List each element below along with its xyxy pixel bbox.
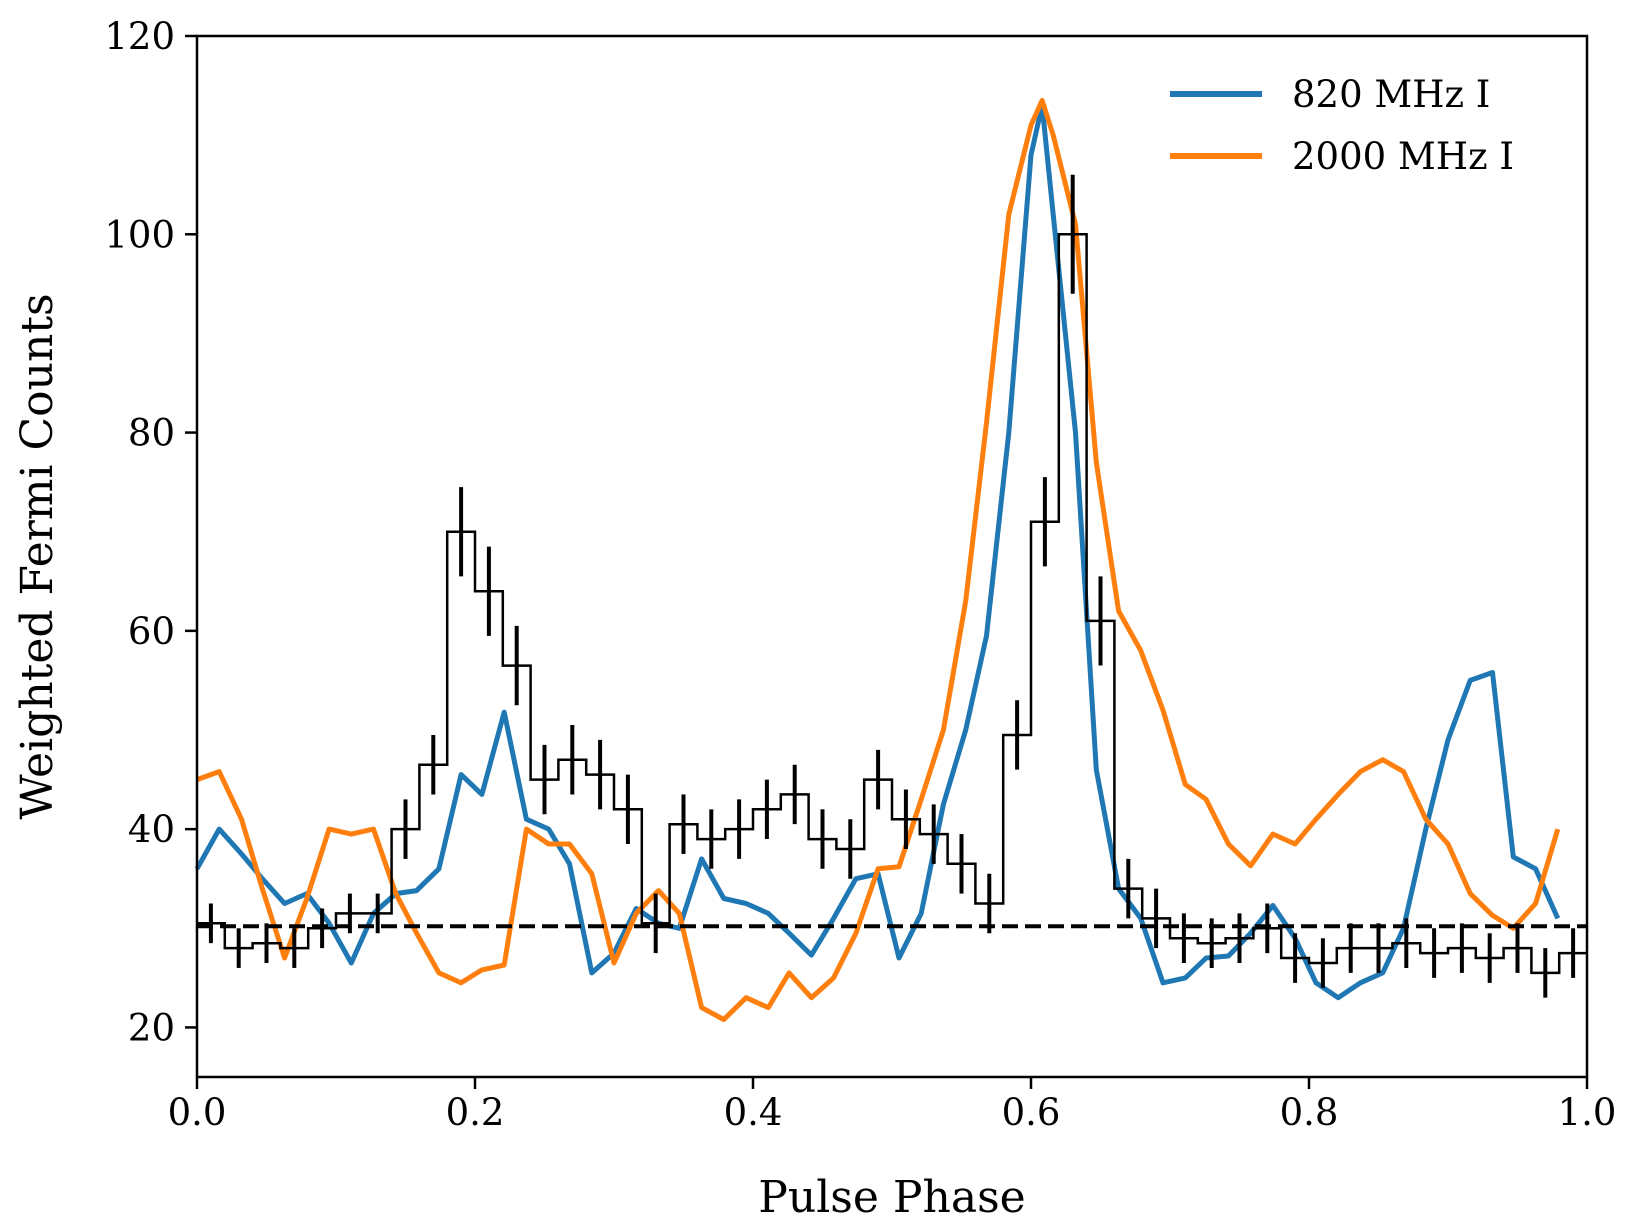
y-tick-label-4: 100 (104, 213, 175, 256)
y-axis-label: Weighted Fermi Counts (12, 293, 63, 819)
x-tick-label-4: 0.8 (1280, 1091, 1339, 1134)
series-line-0 (194, 102, 1561, 1001)
legend-label-1: 2000 MHz I (1292, 135, 1514, 178)
series-line-1 (196, 97, 1561, 1022)
x-tick-label-1: 0.2 (446, 1091, 505, 1134)
x-tick-label-5: 1.0 (1558, 1091, 1617, 1134)
y-tick-label-1: 40 (128, 808, 175, 851)
histogram-step (197, 233, 1587, 975)
x-axis-label: Pulse Phase (758, 1172, 1025, 1220)
y-tick-label-2: 60 (128, 610, 175, 653)
y-tick-label-5: 120 (104, 15, 175, 58)
x-tick-label-3: 0.6 (1002, 1091, 1061, 1134)
x-tick-label-2: 0.4 (724, 1091, 783, 1134)
legend: 820 MHz I 2000 MHz I (1170, 73, 1514, 178)
y-tick-label-0: 20 (128, 1006, 175, 1049)
histogram-layer (197, 174, 1587, 998)
legend-label-0: 820 MHz I (1292, 73, 1490, 116)
y-tick-label-3: 80 (128, 412, 175, 455)
series-layer (194, 97, 1561, 1022)
x-tick-label-0: 0.0 (168, 1091, 227, 1134)
axes-layer: 0.0 0.2 0.4 0.6 0.8 1.0 20 40 60 80 100 120 Pulse Ph… (12, 15, 1616, 1220)
plot-frame (195, 34, 1589, 1079)
